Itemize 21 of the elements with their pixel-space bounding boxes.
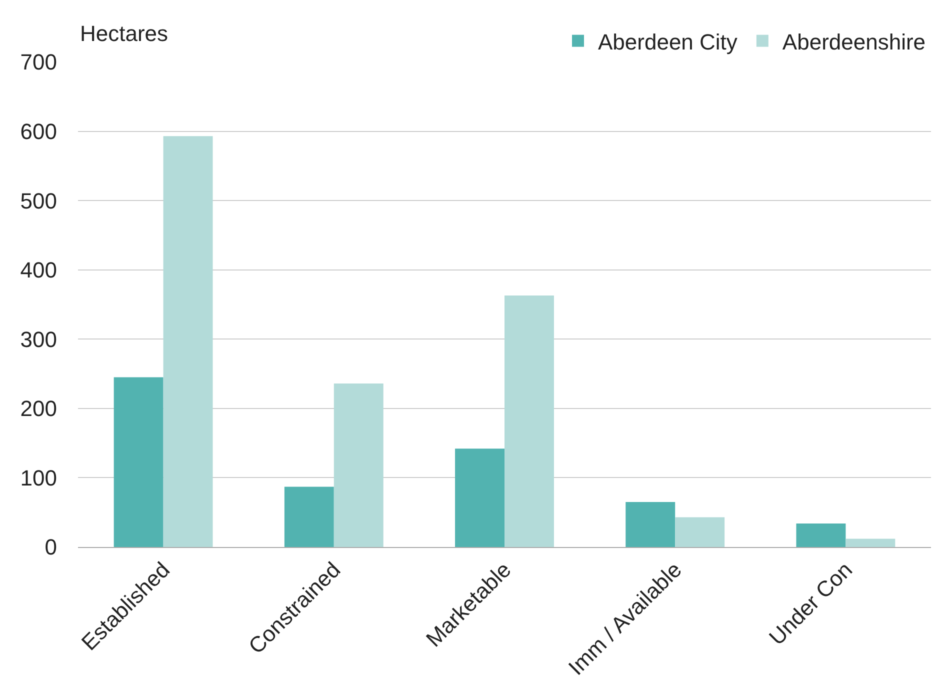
bar	[114, 377, 164, 547]
y-tick-label: 600	[20, 118, 57, 144]
legend-label: Aberdeen City	[598, 29, 738, 54]
bar	[846, 538, 896, 547]
y-tick-label: 300	[20, 326, 57, 352]
y-tick-label: 400	[20, 258, 57, 283]
y-tick-label: 100	[20, 465, 57, 490]
legend-label: Aberdeenshire	[782, 29, 926, 54]
y-tick-label: 700	[20, 50, 57, 75]
y-tick-label: 500	[20, 188, 57, 214]
bar	[675, 517, 725, 547]
bar	[796, 523, 846, 547]
bar	[504, 295, 554, 547]
y-tick-label: 200	[20, 396, 57, 422]
bar	[626, 502, 676, 547]
bar	[284, 486, 334, 547]
bar	[455, 448, 504, 547]
y-axis-title: Hectares	[80, 21, 168, 46]
bar	[334, 383, 384, 547]
y-tick-label: 0	[44, 534, 57, 560]
bar	[163, 136, 213, 547]
